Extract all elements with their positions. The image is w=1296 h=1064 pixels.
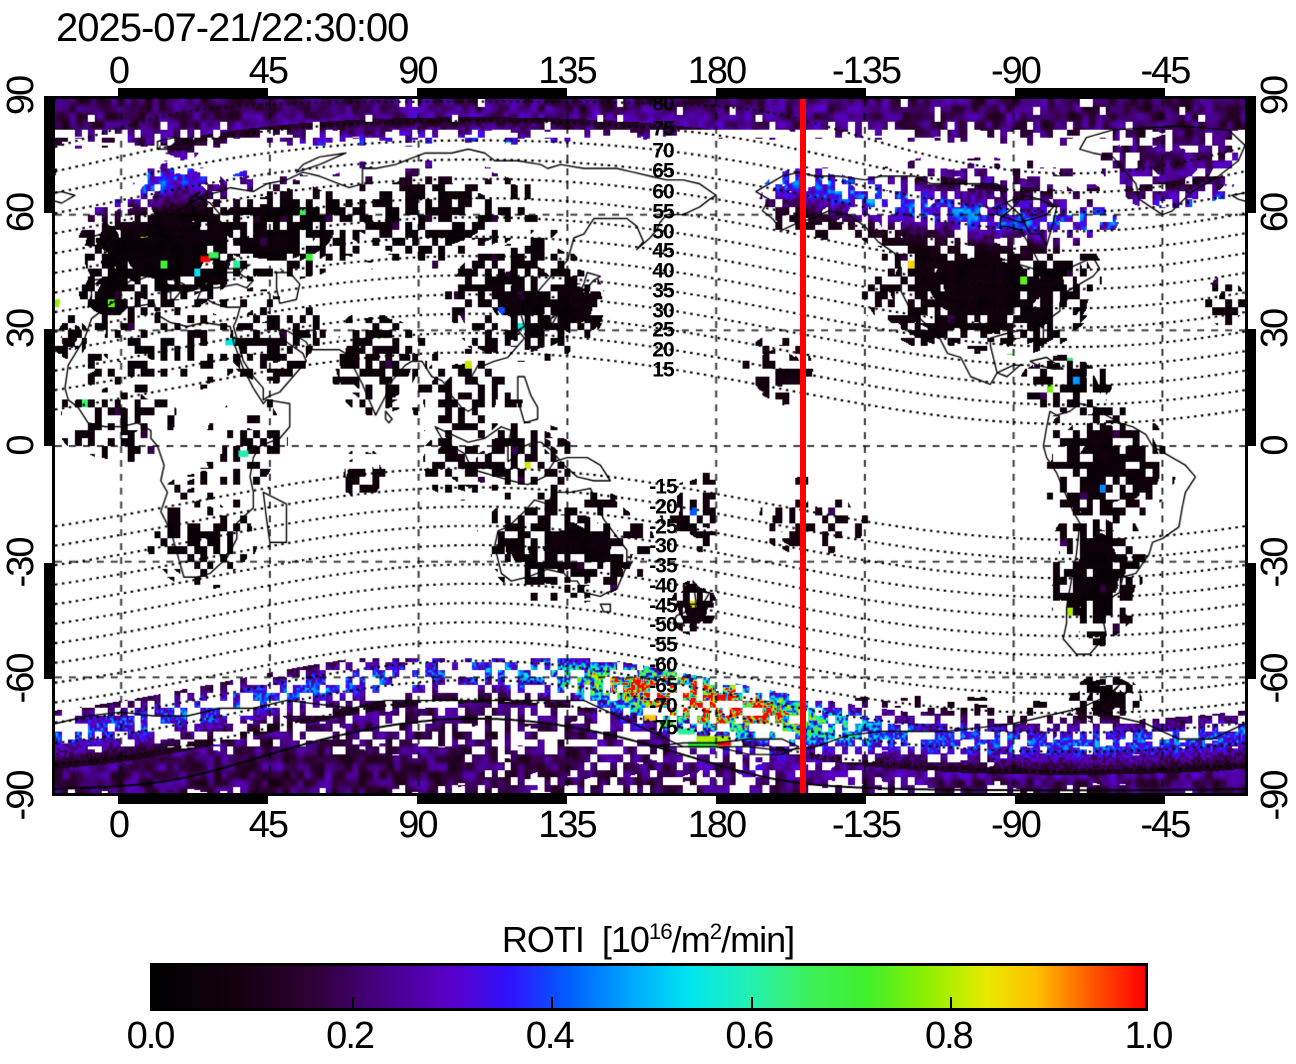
x-tick-label-bottom-neg135: -135 xyxy=(831,804,902,846)
graticule-grid-layer xyxy=(55,99,1245,793)
page-title: 2025-07-21/22:30:00 xyxy=(56,6,409,50)
x-tick-label-top-45: 45 xyxy=(248,50,289,92)
y-tick-label-right-60: 60 xyxy=(1254,193,1296,232)
maglat-label-55: 55 xyxy=(652,200,674,224)
maglat-label-50: 50 xyxy=(652,220,674,244)
maglat-label-neg40: -40 xyxy=(649,574,677,598)
maglat-label-35: 35 xyxy=(652,279,674,303)
x-axis-tick-band-top xyxy=(716,88,866,96)
colorbar-tick-0.4 xyxy=(551,997,554,1008)
maglat-label-65: 65 xyxy=(652,159,674,183)
x-axis-tick-band-bottom xyxy=(1015,796,1165,804)
y-axis-tick-band-left xyxy=(44,96,52,213)
maglat-label-25: 25 xyxy=(652,318,674,342)
terminator-line xyxy=(799,99,806,793)
x-tick-label-top-neg90: -90 xyxy=(990,50,1042,92)
map-plot-area[interactable]: 80 75 70 65 60 55 50 45 40 35 30 25 20 15 -15 -20 -25 -30… xyxy=(52,96,1248,796)
y-tick-label-right-0: 0 xyxy=(1254,436,1296,456)
x-tick-label-top-180: 180 xyxy=(687,50,747,92)
colorbar-tick-0.6 xyxy=(750,997,753,1008)
maglat-label-neg55: -55 xyxy=(649,633,677,657)
y-tick-label-left-30: 30 xyxy=(0,310,42,349)
maglat-label-neg60: -60 xyxy=(649,653,677,677)
colorbar-title: ROTI [1016/m2/min] xyxy=(0,912,1296,960)
x-tick-label-top-neg45: -45 xyxy=(1140,50,1191,92)
x-tick-label-bottom-135: 135 xyxy=(538,804,597,846)
y-tick-label-left-neg60: -60 xyxy=(0,654,42,704)
colorbar-tick-label-1.0: 1.0 xyxy=(1124,1015,1174,1057)
maglat-label-30: 30 xyxy=(652,299,674,323)
y-tick-label-right-90: 90 xyxy=(1254,76,1296,116)
y-tick-label-left-neg30: -30 xyxy=(0,538,42,588)
y-tick-label-right-neg30: -30 xyxy=(1254,538,1296,588)
colorbar-label-exponent-2: 2 xyxy=(709,919,722,944)
y-axis-tick-band-right xyxy=(1248,329,1256,446)
y-tick-label-left-neg90: -90 xyxy=(0,771,42,821)
y-axis-tick-band-left xyxy=(44,329,52,446)
colorbar-tick-label-0.4: 0.4 xyxy=(525,1015,575,1057)
maglat-label-45: 45 xyxy=(652,239,674,263)
x-tick-label-bottom-90: 90 xyxy=(398,804,438,846)
maglat-label-neg70: -70 xyxy=(649,694,677,718)
colorbar-tick-label-0.2: 0.2 xyxy=(326,1015,375,1057)
colorbar-label-main: ROTI xyxy=(501,919,585,960)
y-tick-label-right-30: 30 xyxy=(1254,310,1296,349)
maglat-label-80: 80 xyxy=(652,99,674,115)
y-tick-label-left-60: 60 xyxy=(0,193,42,232)
colorbar-label-units-tail: /min] xyxy=(721,919,795,960)
maglat-label-75: 75 xyxy=(652,117,674,141)
maglat-label-neg45: -45 xyxy=(649,594,677,618)
maglat-label-70: 70 xyxy=(652,139,674,163)
x-tick-label-top-0: 0 xyxy=(108,50,130,92)
y-axis-tick-band-left xyxy=(44,562,52,680)
maglat-label-neg25: -25 xyxy=(649,515,677,539)
colorbar-tick-0.8 xyxy=(950,997,953,1008)
x-axis-tick-band-top xyxy=(1015,88,1165,96)
colorbar-label-exponent: 16 xyxy=(648,919,673,944)
y-tick-label-right-neg60: -60 xyxy=(1254,654,1296,704)
x-tick-label-bottom-180: 180 xyxy=(687,804,747,846)
maglat-label-neg75: -75 xyxy=(649,716,677,740)
maglat-label-neg65: -65 xyxy=(649,674,677,698)
colorbar[interactable] xyxy=(150,963,1148,1011)
maglat-label-neg35: -35 xyxy=(649,554,677,578)
x-axis-tick-band-top xyxy=(118,88,268,96)
y-axis-tick-band-right xyxy=(1248,96,1256,213)
maglat-label-20: 20 xyxy=(652,338,674,362)
y-tick-label-right-neg90: -90 xyxy=(1254,771,1296,821)
colorbar-tick-0.2 xyxy=(351,997,354,1008)
colorbar-label-units-pre: [10 xyxy=(601,919,650,960)
maglat-label-neg30: -30 xyxy=(649,534,677,558)
y-tick-label-left-90: 90 xyxy=(0,76,42,116)
x-tick-label-bottom-0: 0 xyxy=(108,804,130,846)
colorbar-tick-label-0.8: 0.8 xyxy=(924,1015,974,1057)
x-axis-tick-band-bottom xyxy=(118,796,268,804)
x-axis-tick-band-bottom xyxy=(716,796,866,804)
map-canvas-stack: 80 75 70 65 60 55 50 45 40 35 30 25 20 15 -15 -20 -25 -30… xyxy=(55,99,1245,793)
x-axis-tick-band-top xyxy=(417,88,567,96)
x-tick-label-top-90: 90 xyxy=(398,50,438,92)
y-tick-label-left-0: 0 xyxy=(0,436,42,456)
x-tick-label-bottom-neg45: -45 xyxy=(1140,804,1191,846)
colorbar-gradient xyxy=(153,966,1145,1008)
maglat-label-neg20: -20 xyxy=(649,495,677,519)
maglat-label-60: 60 xyxy=(652,180,674,204)
colorbar-label-units-post: /m xyxy=(671,919,711,960)
x-tick-label-top-135: 135 xyxy=(538,50,597,92)
maglat-label-15: 15 xyxy=(652,358,674,382)
maglat-label-neg15: -15 xyxy=(649,475,677,499)
x-tick-label-bottom-neg90: -90 xyxy=(990,804,1042,846)
x-axis-tick-band-bottom xyxy=(417,796,567,804)
x-tick-label-bottom-45: 45 xyxy=(248,804,289,846)
y-axis-tick-band-right xyxy=(1248,562,1256,680)
x-tick-label-top-neg135: -135 xyxy=(831,50,902,92)
colorbar-tick-label-0.0: 0.0 xyxy=(126,1015,176,1057)
maglat-label-40: 40 xyxy=(652,259,674,283)
maglat-label-neg50: -50 xyxy=(649,613,677,637)
colorbar-tick-label-0.6: 0.6 xyxy=(725,1015,774,1057)
